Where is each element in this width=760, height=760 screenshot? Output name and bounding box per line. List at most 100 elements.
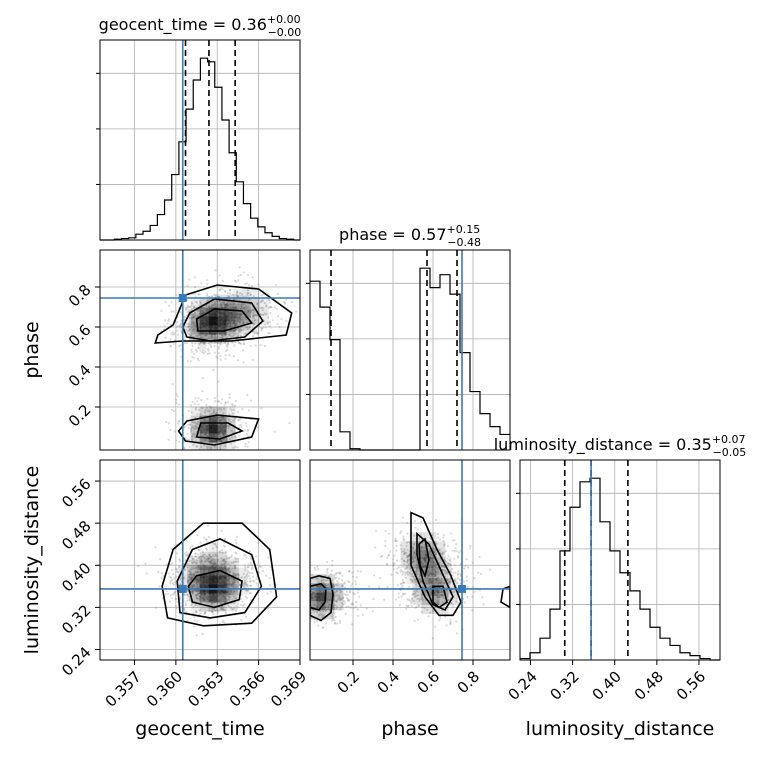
scatter-point bbox=[224, 569, 227, 572]
scatter-point bbox=[395, 559, 398, 562]
scatter-point bbox=[207, 573, 211, 576]
scatter-point bbox=[192, 328, 195, 331]
scatter-point bbox=[233, 579, 236, 582]
scatter-point bbox=[352, 591, 355, 595]
scatter-point bbox=[428, 550, 431, 553]
scatter-point bbox=[259, 565, 262, 569]
scatter-point bbox=[203, 556, 206, 560]
scatter-point bbox=[352, 575, 355, 578]
scatter-point bbox=[224, 357, 227, 360]
scatter-point bbox=[219, 447, 222, 450]
scatter-point bbox=[235, 586, 238, 589]
scatter-point bbox=[224, 290, 227, 293]
scatter-point bbox=[422, 566, 425, 569]
scatter-point bbox=[221, 608, 224, 611]
scatter-point bbox=[198, 609, 201, 612]
density-cell bbox=[226, 566, 236, 576]
scatter-point bbox=[172, 333, 175, 336]
scatter-point bbox=[411, 597, 414, 600]
scatter-point bbox=[403, 553, 406, 556]
scatter-point bbox=[220, 529, 223, 532]
scatter-point bbox=[417, 594, 420, 597]
scatter-point bbox=[217, 579, 220, 582]
scatter-point bbox=[234, 399, 237, 402]
scatter-point bbox=[164, 336, 167, 339]
scatter-point bbox=[414, 596, 417, 599]
scatter-point bbox=[203, 565, 206, 568]
scatter-point bbox=[322, 626, 325, 629]
scatter-point bbox=[408, 571, 411, 574]
scatter-point bbox=[275, 307, 278, 310]
hist-panel-phase: phase = 0.57+0.15 −0.48 bbox=[306, 223, 511, 451]
scatter-point bbox=[186, 580, 189, 583]
scatter-point bbox=[437, 582, 440, 585]
scatter-point bbox=[169, 333, 173, 336]
scatter-point bbox=[412, 593, 415, 596]
scatter-point bbox=[330, 569, 333, 572]
scatter-point bbox=[174, 597, 177, 600]
scatter-point bbox=[223, 407, 226, 410]
scatter-point bbox=[408, 585, 411, 589]
scatter-point bbox=[408, 554, 411, 557]
scatter-point bbox=[233, 279, 237, 282]
scatter-point bbox=[430, 580, 433, 584]
scatter-point bbox=[423, 606, 426, 610]
scatter-point bbox=[191, 400, 194, 404]
scatter-point bbox=[341, 597, 344, 600]
scatter-point bbox=[245, 575, 248, 578]
scatter-point bbox=[237, 573, 240, 576]
scatter-point bbox=[428, 582, 431, 585]
scatter-point bbox=[192, 356, 195, 359]
scatter-point bbox=[223, 311, 226, 314]
scatter-point bbox=[193, 306, 196, 309]
scatter-point bbox=[411, 546, 414, 549]
scatter-point bbox=[219, 446, 222, 449]
y-tick-label: 0.32 bbox=[58, 601, 94, 637]
scatter-point bbox=[229, 322, 232, 325]
scatter-point bbox=[226, 292, 229, 295]
scatter-point bbox=[236, 605, 239, 609]
scatter-point bbox=[224, 565, 227, 568]
scatter-point bbox=[177, 420, 180, 423]
scatter-point bbox=[198, 325, 201, 328]
scatter-point bbox=[227, 319, 230, 322]
scatter-point bbox=[229, 292, 232, 295]
scatter-point bbox=[194, 571, 197, 574]
scatter-point bbox=[332, 607, 335, 610]
scatter-point bbox=[448, 578, 451, 581]
scatter-point bbox=[185, 551, 188, 554]
scatter-point bbox=[208, 405, 211, 408]
scatter-point bbox=[304, 579, 306, 581]
scatter-point bbox=[266, 322, 269, 325]
density-cell bbox=[223, 294, 233, 304]
density-cell bbox=[421, 587, 431, 597]
scatter-point bbox=[248, 315, 251, 318]
scatter-point bbox=[159, 558, 162, 561]
scatter-point bbox=[352, 606, 355, 609]
scatter-point bbox=[238, 583, 241, 586]
scatter-point bbox=[189, 546, 192, 549]
density-cell bbox=[259, 297, 269, 307]
scatter-point bbox=[412, 599, 415, 603]
scatter-point bbox=[198, 613, 201, 616]
scatter-point bbox=[190, 590, 194, 593]
density-cell bbox=[250, 297, 260, 307]
scatter-point bbox=[234, 539, 237, 542]
scatter-point bbox=[242, 343, 245, 346]
scatter-point bbox=[244, 579, 247, 582]
scatter-point bbox=[423, 557, 426, 560]
scatter-point bbox=[241, 293, 244, 296]
scatter-point bbox=[345, 605, 348, 609]
scatter-point bbox=[207, 558, 210, 561]
density-cell bbox=[190, 406, 200, 416]
scatter-point bbox=[455, 543, 458, 546]
scatter-point bbox=[203, 419, 206, 422]
scatter-point bbox=[192, 567, 195, 570]
scatter-point bbox=[232, 408, 235, 411]
scatter-point bbox=[247, 584, 250, 587]
scatter-point bbox=[320, 580, 323, 583]
density-cell bbox=[217, 560, 227, 570]
scatter-point bbox=[197, 359, 200, 362]
scatter-point bbox=[170, 408, 174, 411]
scatter-point bbox=[403, 539, 406, 542]
